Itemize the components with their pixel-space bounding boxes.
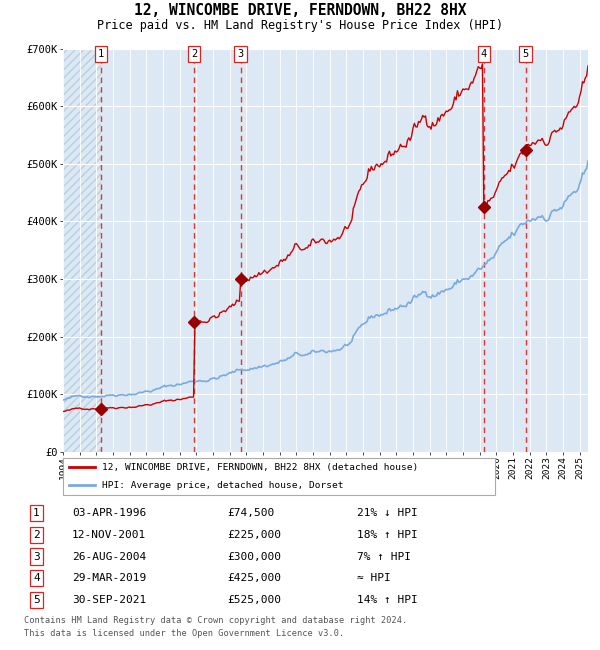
Text: 7% ↑ HPI: 7% ↑ HPI (357, 552, 411, 562)
Text: Contains HM Land Registry data © Crown copyright and database right 2024.: Contains HM Land Registry data © Crown c… (24, 616, 407, 625)
Text: 18% ↑ HPI: 18% ↑ HPI (357, 530, 418, 540)
Text: 21% ↓ HPI: 21% ↓ HPI (357, 508, 418, 518)
Text: Price paid vs. HM Land Registry's House Price Index (HPI): Price paid vs. HM Land Registry's House … (97, 20, 503, 32)
Bar (63, 49, 101, 452)
Text: £74,500: £74,500 (227, 508, 274, 518)
Text: £525,000: £525,000 (227, 595, 281, 604)
Text: 12, WINCOMBE DRIVE, FERNDOWN, BH22 8HX (detached house): 12, WINCOMBE DRIVE, FERNDOWN, BH22 8HX (… (102, 463, 418, 472)
Text: 5: 5 (523, 49, 529, 58)
Text: 14% ↑ HPI: 14% ↑ HPI (357, 595, 418, 604)
Text: This data is licensed under the Open Government Licence v3.0.: This data is licensed under the Open Gov… (24, 629, 344, 638)
Text: £225,000: £225,000 (227, 530, 281, 540)
Text: 1: 1 (98, 49, 104, 58)
Text: 4: 4 (481, 49, 487, 58)
Text: 2: 2 (191, 49, 197, 58)
Text: 29-MAR-2019: 29-MAR-2019 (72, 573, 146, 583)
Text: 1: 1 (33, 508, 40, 518)
Text: 26-AUG-2004: 26-AUG-2004 (72, 552, 146, 562)
Text: HPI: Average price, detached house, Dorset: HPI: Average price, detached house, Dors… (102, 481, 343, 490)
Text: 2: 2 (33, 530, 40, 540)
Text: 12, WINCOMBE DRIVE, FERNDOWN, BH22 8HX: 12, WINCOMBE DRIVE, FERNDOWN, BH22 8HX (134, 3, 466, 18)
Text: 3: 3 (33, 552, 40, 562)
Text: ≈ HPI: ≈ HPI (357, 573, 391, 583)
Text: 30-SEP-2021: 30-SEP-2021 (72, 595, 146, 604)
Text: 4: 4 (33, 573, 40, 583)
Text: 5: 5 (33, 595, 40, 604)
Text: 03-APR-1996: 03-APR-1996 (72, 508, 146, 518)
Text: 12-NOV-2001: 12-NOV-2001 (72, 530, 146, 540)
Text: £425,000: £425,000 (227, 573, 281, 583)
FancyBboxPatch shape (63, 458, 495, 495)
Text: 3: 3 (238, 49, 244, 58)
Text: £300,000: £300,000 (227, 552, 281, 562)
